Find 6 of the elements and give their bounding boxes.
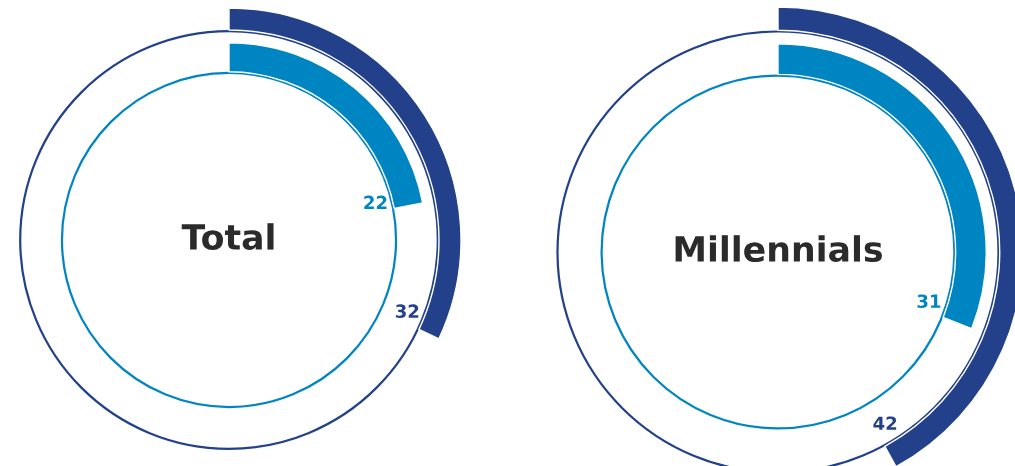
text: Millennials xyxy=(675,235,882,263)
data-label: 42 xyxy=(873,416,897,430)
data-label: 31 xyxy=(917,294,941,309)
data-label: 32 xyxy=(395,304,419,318)
text: Total xyxy=(181,223,274,251)
data-label: 22 xyxy=(364,195,387,210)
